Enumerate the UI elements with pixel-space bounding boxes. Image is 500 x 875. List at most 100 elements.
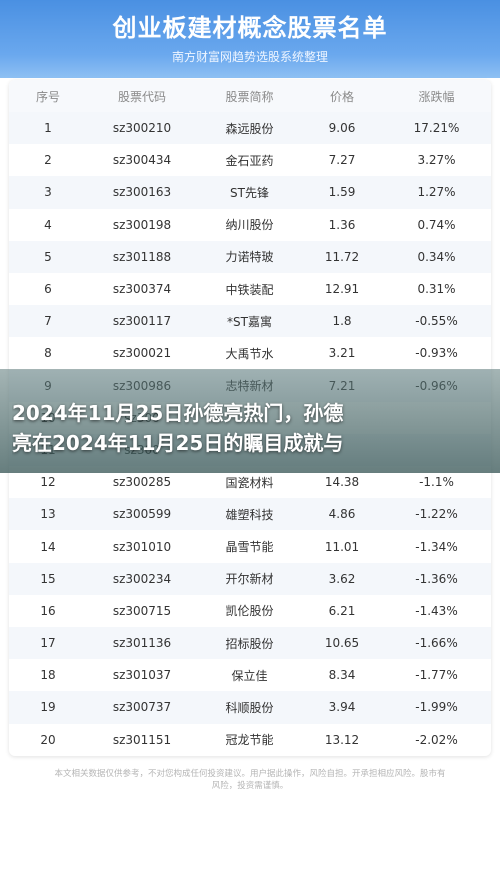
column-header-change: 涨跌幅 bbox=[418, 89, 455, 104]
cell-name: 森远股份 bbox=[225, 121, 274, 136]
cell-change: 3.27% bbox=[417, 153, 456, 168]
cell-price: 9.06 bbox=[328, 121, 356, 136]
cell-price: 14.38 bbox=[324, 475, 360, 490]
cell-code: sz300599 bbox=[112, 507, 172, 522]
cell-name: 凯伦股份 bbox=[225, 604, 274, 619]
cell-name: 科顺股份 bbox=[225, 700, 274, 715]
table-row: 8 sz300021 大禹节水 3.21 -0.93% bbox=[9, 337, 491, 369]
table-row: 13 sz300599 雄塑科技 4.86 -1.22% bbox=[9, 498, 491, 531]
cell-price: 1.36 bbox=[328, 217, 356, 232]
cell-index: 14 bbox=[40, 539, 56, 554]
cell-price: 13.12 bbox=[324, 732, 360, 747]
cell-code: sz300163 bbox=[112, 185, 172, 200]
cell-name: 中铁装配 bbox=[225, 282, 274, 297]
cell-index: 17 bbox=[40, 636, 56, 651]
cell-change: -0.55% bbox=[415, 314, 458, 329]
cell-change: -1.36% bbox=[415, 571, 458, 586]
cell-price: 1.59 bbox=[328, 185, 356, 200]
cell-index: 20 bbox=[40, 732, 56, 747]
page-subtitle: 南方财富网趋势选股系统整理 bbox=[171, 50, 328, 64]
cell-change: -2.02% bbox=[415, 732, 458, 747]
table-row: 5 sz301188 力诺特玻 11.72 0.34% bbox=[9, 240, 491, 273]
cell-price: 11.72 bbox=[324, 249, 360, 264]
cell-index: 12 bbox=[40, 475, 56, 490]
cell-change: 1.27% bbox=[417, 185, 456, 200]
cell-index: 3 bbox=[44, 185, 52, 200]
cell-name: 雄塑科技 bbox=[225, 507, 274, 522]
cell-name: 开尔新材 bbox=[225, 572, 274, 587]
cell-price: 8.34 bbox=[328, 668, 356, 683]
table-row: 4 sz300198 纳川股份 1.36 0.74% bbox=[9, 209, 491, 241]
cell-code: sz300737 bbox=[112, 700, 172, 715]
disclaimer: 本文相关数据仅供参考，不对您构成任何投资建议。用户据此操作，风险自担。开承担相应… bbox=[10, 768, 490, 792]
cell-code: sz301037 bbox=[112, 668, 172, 683]
disclaimer-line-2: 风险，投资需谨慎。 bbox=[211, 781, 289, 791]
cell-code: sz300021 bbox=[112, 346, 172, 361]
cell-index: 13 bbox=[40, 507, 56, 522]
column-header-price: 价格 bbox=[329, 89, 354, 104]
cell-change: -1.66% bbox=[415, 636, 458, 651]
cell-code: sz300374 bbox=[112, 282, 172, 297]
cell-code: sz301188 bbox=[112, 249, 172, 264]
cell-name: 金石亚药 bbox=[225, 153, 274, 168]
table-row: 14 sz301010 晶雪节能 11.01 -1.34% bbox=[9, 530, 491, 562]
cell-index: 6 bbox=[44, 282, 52, 297]
cell-name: 力诺特玻 bbox=[225, 250, 274, 265]
cell-code: sz300715 bbox=[112, 603, 172, 618]
cell-price: 3.21 bbox=[328, 346, 356, 361]
cell-price: 3.94 bbox=[328, 700, 356, 715]
cell-index: 2 bbox=[44, 153, 52, 168]
column-header-name: 股票简称 bbox=[225, 89, 274, 104]
cell-index: 8 bbox=[44, 346, 52, 361]
headline-line-1: 2024年11月25日孙德亮热门，孙德 bbox=[12, 401, 344, 425]
column-header-code: 股票代码 bbox=[117, 89, 166, 104]
table-row: 1 sz300210 森远股份 9.06 17.21% bbox=[9, 112, 491, 145]
table-row: 12 sz300285 国瓷材料 14.38 -1.1% bbox=[9, 466, 491, 498]
cell-code: sz300117 bbox=[112, 314, 172, 329]
cell-name: *ST嘉寓 bbox=[227, 314, 272, 329]
table-row: 16 sz300715 凯伦股份 6.21 -1.43% bbox=[9, 595, 491, 627]
cell-index: 4 bbox=[44, 217, 52, 232]
cell-code: sz301136 bbox=[112, 636, 172, 651]
table-row: 19 sz300737 科顺股份 3.94 -1.99% bbox=[9, 691, 491, 724]
cell-price: 6.21 bbox=[328, 603, 356, 618]
cell-name: 冠龙节能 bbox=[225, 733, 274, 748]
headline-text: 2024年11月25日孙德亮热门，孙德 亮在2024年11月25日的瞩目成就与 bbox=[12, 398, 492, 458]
cell-change: -1.1% bbox=[419, 475, 454, 490]
cell-price: 12.91 bbox=[324, 282, 360, 297]
cell-price: 11.01 bbox=[324, 539, 360, 554]
cell-price: 4.86 bbox=[328, 507, 356, 522]
table-row: 3 sz300163 ST先锋 1.59 1.27% bbox=[9, 176, 491, 209]
cell-change: 17.21% bbox=[413, 121, 460, 136]
table-row: 18 sz301037 保立佳 8.34 -1.77% bbox=[9, 659, 491, 691]
cell-change: -1.77% bbox=[415, 668, 458, 683]
table-row: 15 sz300234 开尔新材 3.62 -1.36% bbox=[9, 562, 491, 595]
cell-change: -0.93% bbox=[415, 346, 458, 361]
cell-name: 纳川股份 bbox=[225, 218, 274, 233]
table-row: 7 sz300117 *ST嘉寓 1.8 -0.55% bbox=[9, 305, 491, 338]
page-title: 创业板建材概念股票名单 bbox=[112, 14, 388, 42]
cell-price: 10.65 bbox=[324, 636, 360, 651]
cell-change: 0.34% bbox=[417, 249, 456, 264]
cell-change: -1.34% bbox=[415, 539, 458, 554]
cell-code: sz300234 bbox=[112, 571, 172, 586]
cell-index: 1 bbox=[44, 121, 52, 136]
cell-code: sz300434 bbox=[112, 153, 172, 168]
table-header-row: 序号 股票代码 股票简称 价格 涨跌幅 bbox=[9, 80, 491, 112]
cell-price: 7.27 bbox=[328, 153, 356, 168]
disclaimer-line-1: 本文相关数据仅供参考，不对您构成任何投资建议。用户据此操作，风险自担。开承担相应… bbox=[54, 769, 446, 779]
cell-code: sz301151 bbox=[112, 732, 172, 747]
cell-code: sz301010 bbox=[112, 539, 172, 554]
cell-code: sz300210 bbox=[112, 121, 172, 136]
cell-code: sz300285 bbox=[112, 475, 172, 490]
headline-line-2: 亮在2024年11月25日的瞩目成就与 bbox=[12, 431, 344, 455]
cell-change: 0.74% bbox=[417, 217, 456, 232]
cell-price: 3.62 bbox=[328, 571, 356, 586]
cell-index: 15 bbox=[40, 571, 56, 586]
cell-index: 16 bbox=[40, 603, 56, 618]
cell-change: 0.31% bbox=[417, 282, 456, 297]
table-row: 6 sz300374 中铁装配 12.91 0.31% bbox=[9, 273, 491, 305]
column-header-index: 序号 bbox=[35, 89, 60, 104]
cell-name: 国瓷材料 bbox=[225, 475, 274, 490]
cell-change: -1.43% bbox=[415, 603, 458, 618]
